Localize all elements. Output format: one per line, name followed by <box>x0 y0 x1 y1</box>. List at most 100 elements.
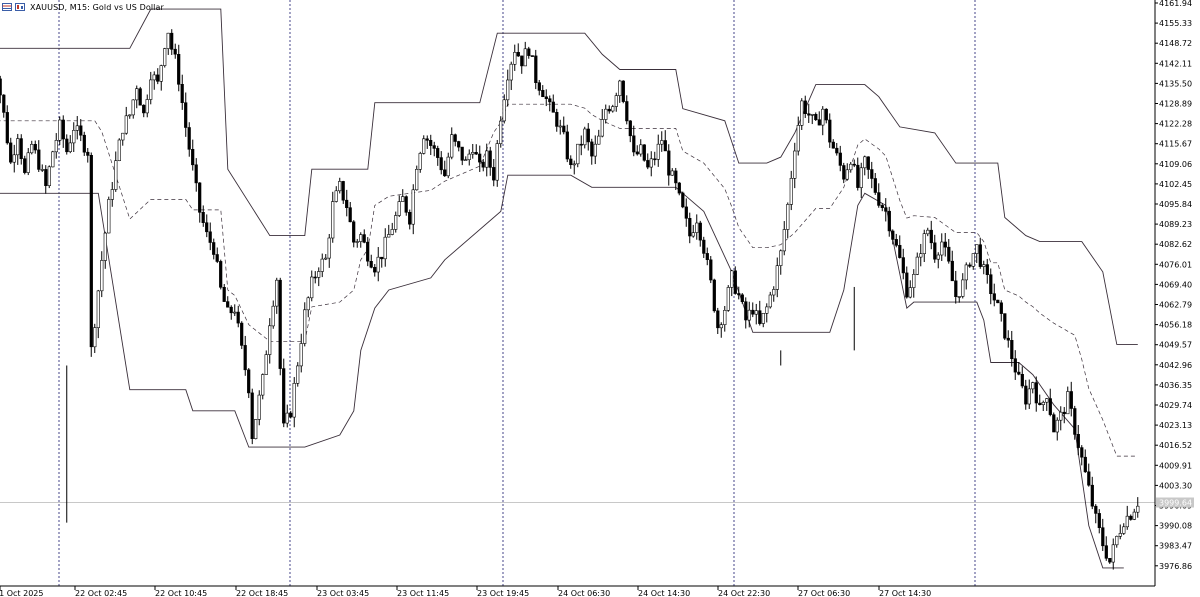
candle-body <box>978 244 982 267</box>
candle-body <box>250 392 254 439</box>
candle-body <box>548 98 552 103</box>
candle-body <box>499 120 503 145</box>
candle-body <box>912 273 916 288</box>
candle-body <box>180 84 184 104</box>
candle-body <box>306 297 310 311</box>
x-tick-label: 23 Oct 19:45 <box>477 589 529 597</box>
candle-body <box>695 222 699 233</box>
y-tick-label: 4069.40 <box>1159 280 1192 289</box>
candle-body <box>142 104 146 114</box>
candle-body <box>621 80 625 102</box>
candle-body <box>660 140 664 145</box>
candle-body <box>103 232 107 261</box>
candle-body <box>649 158 653 168</box>
y-tick-label: 4062.79 <box>1159 301 1192 310</box>
candle-body <box>656 143 660 160</box>
y-tick-label: 4009.91 <box>1159 461 1192 470</box>
x-tick-label: 21 Oct 2025 <box>0 589 43 597</box>
candle-body <box>1083 456 1087 473</box>
candle-body <box>324 257 328 260</box>
candle-body <box>268 325 272 355</box>
grid-menu-icon[interactable] <box>2 3 12 11</box>
candle-body <box>761 312 765 324</box>
candle-body <box>156 74 160 82</box>
candle-body <box>877 192 881 206</box>
candle-body <box>47 166 51 187</box>
candle-body <box>509 63 513 81</box>
candle-body <box>1034 382 1038 404</box>
candle-body <box>842 165 846 180</box>
candle-body <box>544 96 548 100</box>
candle-body <box>121 132 125 141</box>
candle-body <box>247 369 251 394</box>
candle-body <box>163 48 167 66</box>
candle-body <box>674 170 678 184</box>
x-tick-label: 22 Oct 02:45 <box>75 589 127 597</box>
y-tick-label: 4142.11 <box>1159 59 1192 68</box>
candle-body <box>929 229 933 244</box>
candle-body <box>369 260 373 268</box>
candle-body <box>1017 371 1021 375</box>
candle-body <box>999 302 1003 314</box>
candle-body <box>257 394 261 420</box>
candle-body <box>1115 535 1119 546</box>
y-tick-label: 4115.67 <box>1159 140 1192 149</box>
candle-body <box>1118 533 1122 537</box>
candle-body <box>712 279 716 312</box>
candle-body <box>380 256 384 260</box>
y-tick-label: 4109.06 <box>1159 160 1192 169</box>
candle-body <box>541 90 545 98</box>
y-tick-label: 4128.89 <box>1159 100 1192 109</box>
candle-body <box>415 169 419 191</box>
candle-body <box>198 182 202 213</box>
candle-body <box>523 48 527 67</box>
candle-body <box>775 265 779 290</box>
candle-body <box>905 272 909 298</box>
candle-body <box>639 144 643 155</box>
x-tick-label: 23 Oct 11:45 <box>397 589 449 597</box>
candle-body <box>1069 391 1073 409</box>
candle-body <box>709 259 713 281</box>
candle-body <box>733 270 737 294</box>
chart-title-bar: XAUUSD, M15: Gold vs US Dollar <box>2 1 164 13</box>
candle-body <box>264 354 268 375</box>
candle-body <box>688 218 692 237</box>
candle-body <box>646 160 650 168</box>
candle-body <box>149 79 153 100</box>
candle-body <box>625 101 629 122</box>
candle-body <box>1087 471 1091 486</box>
candle-body <box>1006 337 1010 341</box>
candle-body <box>425 138 429 141</box>
candle-body <box>100 260 104 292</box>
chart-type-icon[interactable] <box>15 3 25 11</box>
candle-body <box>527 48 531 56</box>
candle-body <box>943 241 947 248</box>
candle-body <box>562 125 566 133</box>
y-tick-label: 4003.30 <box>1159 481 1192 490</box>
candle-body <box>54 140 58 153</box>
candle-body <box>485 150 489 168</box>
x-tick-label: 22 Oct 18:45 <box>236 589 288 597</box>
y-tick-label: 4023.13 <box>1159 421 1192 430</box>
candle-body <box>61 119 65 140</box>
candle-body <box>891 230 895 240</box>
candle-body <box>68 142 72 152</box>
candle-body <box>138 88 142 106</box>
candle-body <box>751 309 755 315</box>
candle-body <box>1038 402 1042 406</box>
candle-body <box>219 261 223 288</box>
candle-body <box>793 150 797 179</box>
candle-body <box>177 53 181 85</box>
candle-body <box>495 143 499 181</box>
candle-body <box>471 152 475 155</box>
candle-body <box>1024 385 1028 405</box>
candle-body <box>520 55 524 67</box>
candle-body <box>740 294 744 302</box>
candle-body <box>215 254 219 262</box>
candle-body <box>691 232 695 237</box>
candle-body <box>271 305 275 327</box>
candle-body <box>565 131 569 160</box>
candle-body <box>915 256 919 275</box>
